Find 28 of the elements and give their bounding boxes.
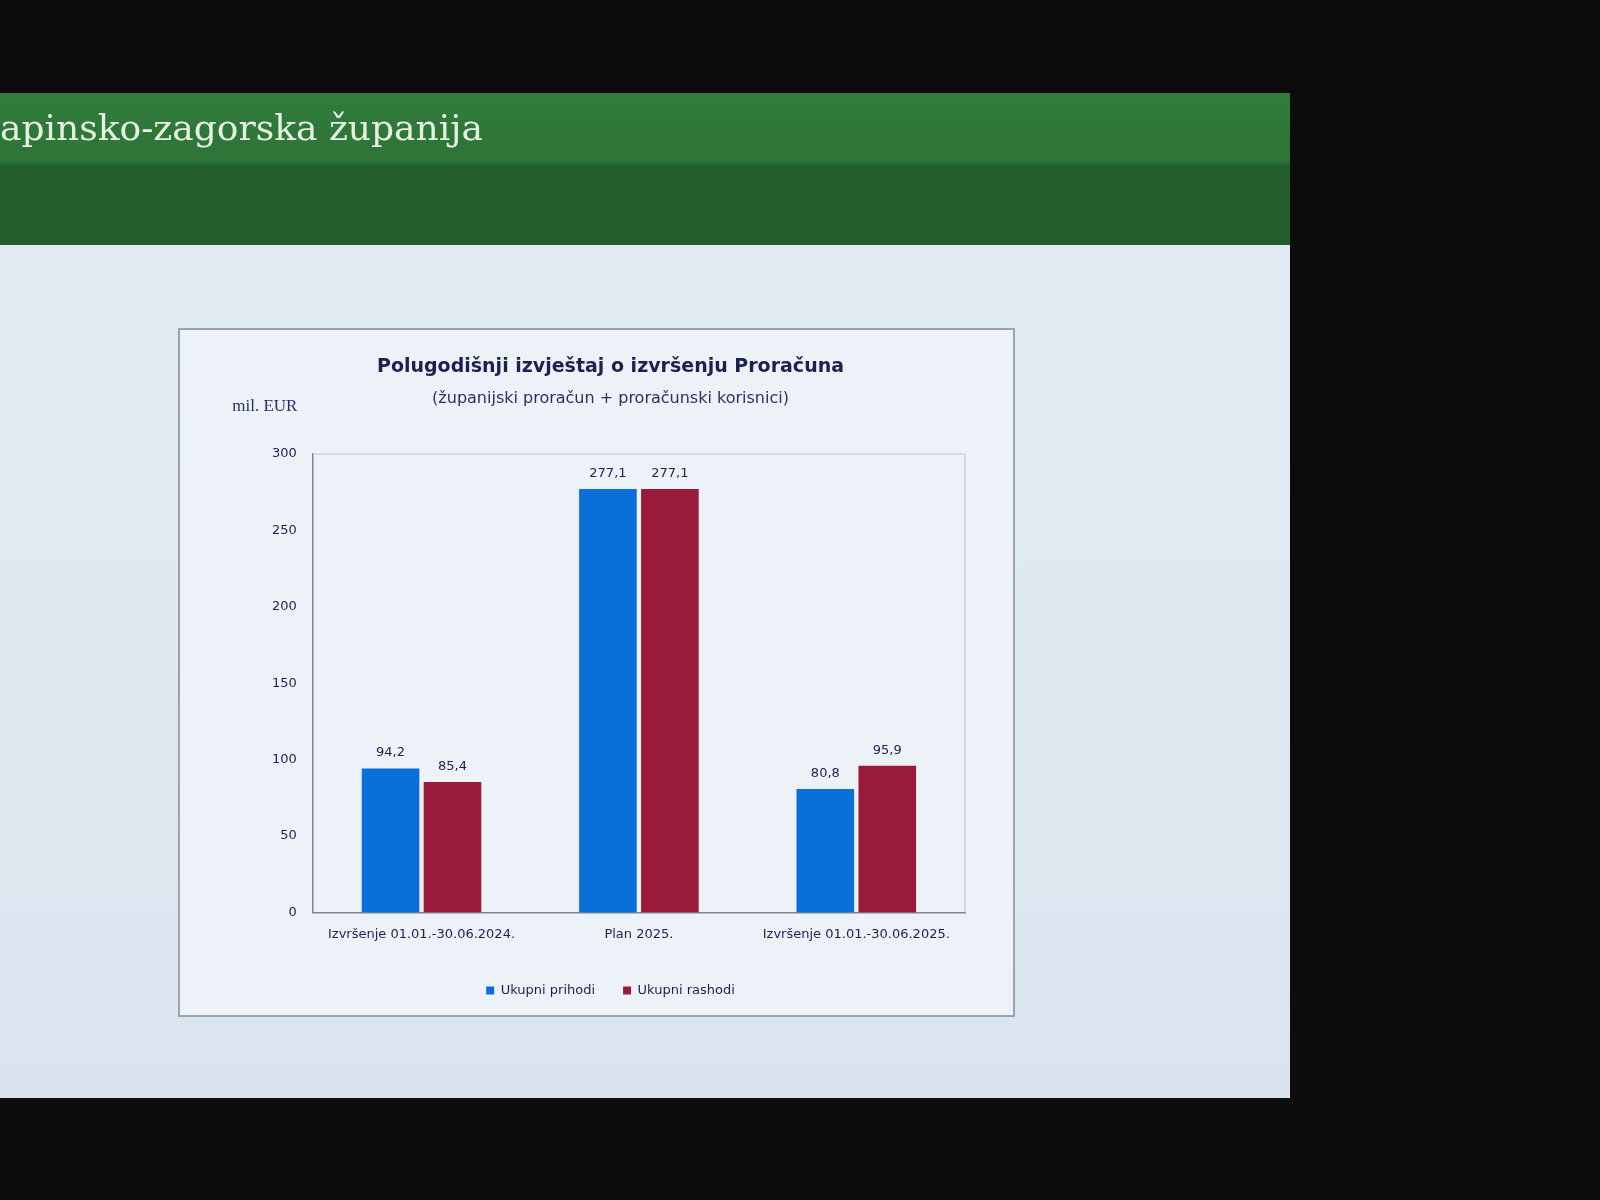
data-label: 85,4: [438, 757, 467, 773]
data-label: 277,1: [651, 464, 689, 480]
bar: [796, 788, 855, 913]
bar: [579, 488, 637, 913]
y-tick-label: 0: [288, 903, 297, 919]
bar: [641, 488, 699, 913]
y-tick-label: 300: [271, 445, 297, 461]
y-axis-title: mil. EUR: [232, 396, 299, 416]
chart-subtitle: (županijski proračun + proračunski korisnici): [432, 387, 789, 407]
legend-label: Ukupni rashodi: [637, 981, 735, 997]
data-label: 80,8: [810, 764, 840, 780]
bar: [423, 781, 482, 913]
y-tick-label: 100: [271, 750, 297, 766]
y-tick-label: 50: [280, 827, 297, 843]
legend-label: Ukupni prihodi: [500, 981, 596, 997]
y-tick-label: 250: [271, 521, 297, 537]
data-label: 94,2: [376, 744, 406, 760]
data-label: 95,9: [872, 741, 902, 757]
x-tick-label: Izvršenje 01.01.-30.06.2025.: [762, 925, 950, 941]
bar: [858, 765, 917, 913]
chart-title: Polugodišnji izvještaj o izvršenju Proračuna: [376, 354, 845, 377]
x-tick-label: Izvršenje 01.01.-30.06.2024.: [327, 925, 516, 941]
y-tick-label: 150: [271, 674, 297, 690]
text: apinsko-zagorska županija: [0, 107, 483, 148]
bar: [361, 768, 420, 913]
y-tick-label: 200: [271, 598, 297, 614]
data-label: 277,1: [589, 464, 627, 480]
x-tick-label: Plan 2025.: [604, 925, 674, 941]
